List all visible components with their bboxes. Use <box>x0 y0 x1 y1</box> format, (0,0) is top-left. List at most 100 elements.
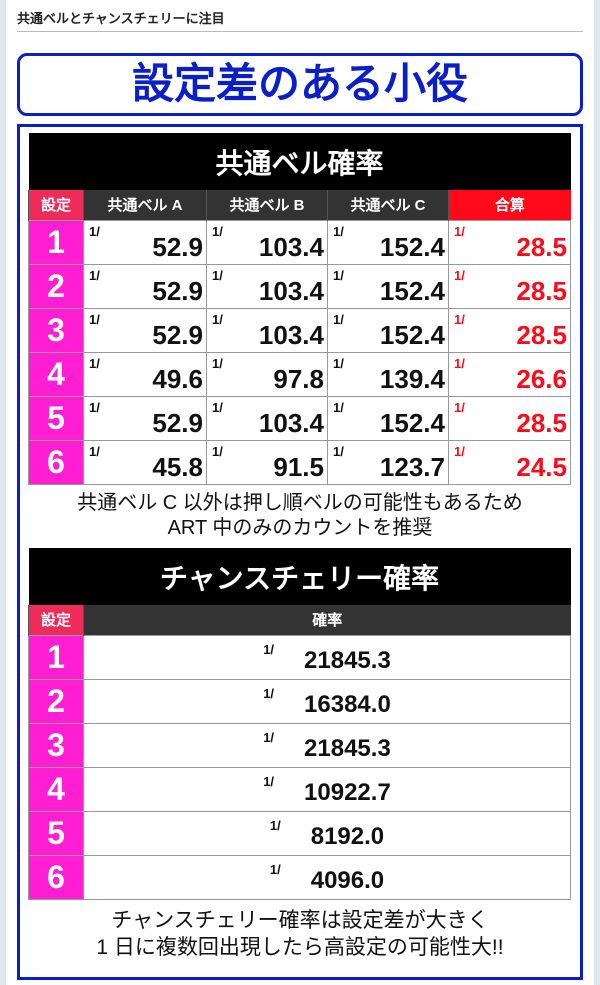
header-total: 合算 <box>448 190 571 220</box>
fraction-prefix: 1/ <box>454 267 465 283</box>
fraction-prefix: 1/ <box>212 355 223 371</box>
setting-number: 5 <box>28 395 84 441</box>
fraction-prefix: 1/ <box>269 818 281 833</box>
fraction-prefix: 1/ <box>263 774 275 789</box>
fraction-prefix: 1/ <box>89 399 100 415</box>
fraction-prefix: 1/ <box>333 267 344 283</box>
fraction-prefix: 1/ <box>212 399 223 415</box>
header-bell-b: 共通ベル B <box>206 190 328 220</box>
header-bell-a: 共通ベル A <box>83 190 207 220</box>
probability-cell: 1/26.6 <box>448 351 571 397</box>
fraction-prefix: 1/ <box>89 223 100 239</box>
setting-number: 6 <box>28 854 84 900</box>
fraction-prefix: 1/ <box>212 443 223 459</box>
probability-cell: 1/28.5 <box>448 263 571 309</box>
table-row: 3 1/21845.3 <box>28 722 571 768</box>
setting-number: 4 <box>28 766 84 812</box>
probability-cell: 1/52.9 <box>83 219 207 265</box>
bell-note: 共通ベル C 以外は押し順ベルの可能性もあるため ART 中のみのカウントを推奨 <box>20 491 580 541</box>
probability-value: 52.9 <box>152 231 203 262</box>
page-title: 設定差のある小役 <box>17 53 583 116</box>
cherry-note-line2: 1 日に複数回出現したら高設定の可能性大!! <box>96 936 504 959</box>
probability-cell: 1/52.9 <box>83 307 207 353</box>
probability-value: 152.4 <box>379 319 445 350</box>
table-row: 4 1/49.6 1/97.8 1/139.4 1/26.6 <box>28 351 571 397</box>
probability-value: 24.5 <box>516 451 567 482</box>
header-probability: 確率 <box>83 605 571 635</box>
probability-value: 103.4 <box>258 275 324 306</box>
probability-value: 152.4 <box>379 407 445 438</box>
setting-number: 4 <box>28 351 84 397</box>
probability-cell: 1/123.7 <box>327 439 449 485</box>
setting-number: 3 <box>28 307 84 353</box>
probability-value: 139.4 <box>379 363 445 394</box>
probability-value: 52.9 <box>152 319 203 350</box>
cherry-table: チャンスチェリー確率 設定 確率 1 1/21845.3 2 1/16384.0 3 1/… <box>28 548 571 900</box>
probability-value: 103.4 <box>258 407 324 438</box>
probability-cell: 1/91.5 <box>206 439 328 485</box>
table-row: 5 1/52.9 1/103.4 1/152.4 1/28.5 <box>28 395 571 441</box>
probability-cell: 1/21845.3 <box>83 634 571 680</box>
probability-value: 28.5 <box>516 319 567 350</box>
table-row: 2 1/52.9 1/103.4 1/152.4 1/28.5 <box>28 263 571 309</box>
probability-cell: 1/152.4 <box>327 395 449 441</box>
probability-value: 52.9 <box>152 275 203 306</box>
probability-cell: 1/152.4 <box>327 263 449 309</box>
fraction-prefix: 1/ <box>333 223 344 239</box>
header-bell-c: 共通ベル C <box>327 190 449 220</box>
page: 共通ベルとチャンスチェリーに注目 設定差のある小役 共通ベル確率 設定 共通ベル… <box>6 0 594 985</box>
probability-cell: 1/28.5 <box>448 219 571 265</box>
probability-value: 21845.3 <box>304 735 391 762</box>
probability-cell: 1/103.4 <box>206 219 328 265</box>
probability-value: 10922.7 <box>304 779 391 806</box>
bell-note-line1: 共通ベル C 以外は押し順ベルの可能性もあるため <box>77 492 523 514</box>
probability-cell: 1/49.6 <box>83 351 207 397</box>
cherry-note-line1: チャンスチェリー確率は設定差が大きく <box>111 909 489 932</box>
fraction-prefix: 1/ <box>454 311 465 327</box>
probability-value: 152.4 <box>379 231 445 262</box>
setting-number: 1 <box>28 219 84 265</box>
header-setting: 設定 <box>28 190 84 220</box>
fraction-prefix: 1/ <box>89 267 100 283</box>
setting-number: 2 <box>28 678 84 724</box>
probability-cell: 1/103.4 <box>206 263 328 309</box>
probability-value: 26.6 <box>516 363 567 394</box>
probability-cell: 1/103.4 <box>206 395 328 441</box>
probability-cell: 1/152.4 <box>327 219 449 265</box>
probability-cell: 1/4096.0 <box>83 854 571 900</box>
probability-value: 97.8 <box>273 363 324 394</box>
probability-value: 16384.0 <box>304 691 391 718</box>
fraction-prefix: 1/ <box>89 443 100 459</box>
setting-number: 3 <box>28 722 84 768</box>
probability-value: 103.4 <box>258 231 324 262</box>
fraction-prefix: 1/ <box>454 443 465 459</box>
probability-cell: 1/103.4 <box>206 307 328 353</box>
fraction-prefix: 1/ <box>454 223 465 239</box>
probability-cell: 1/52.9 <box>83 263 207 309</box>
probability-cell: 1/152.4 <box>327 307 449 353</box>
probability-cell: 1/52.9 <box>83 395 207 441</box>
table-row: 1 1/21845.3 <box>28 634 571 680</box>
fraction-prefix: 1/ <box>212 223 223 239</box>
probability-value: 152.4 <box>379 275 445 306</box>
cherry-table-title: チャンスチェリー確率 <box>28 548 571 605</box>
fraction-prefix: 1/ <box>454 399 465 415</box>
probability-value: 28.5 <box>516 231 567 262</box>
probability-value: 49.6 <box>152 363 203 394</box>
bell-note-line2: ART 中のみのカウントを推奨 <box>167 517 433 539</box>
bell-table: 共通ベル確率 設定 共通ベル A 共通ベル B 共通ベル C 合算 1 1/52.… <box>28 133 571 485</box>
setting-number: 5 <box>28 810 84 856</box>
probability-value: 21845.3 <box>304 647 391 674</box>
fraction-prefix: 1/ <box>263 686 275 701</box>
probability-value: 103.4 <box>258 319 324 350</box>
probability-value: 91.5 <box>273 451 324 482</box>
bell-table-title: 共通ベル確率 <box>28 133 571 190</box>
probability-cell: 1/28.5 <box>448 307 571 353</box>
fraction-prefix: 1/ <box>269 862 281 877</box>
table-row: 6 1/4096.0 <box>28 854 571 900</box>
probability-value: 4096.0 <box>310 867 385 894</box>
table-row: 2 1/16384.0 <box>28 678 571 724</box>
table-row: 5 1/8192.0 <box>28 810 571 856</box>
probability-cell: 1/28.5 <box>448 395 571 441</box>
probability-value: 28.5 <box>516 407 567 438</box>
